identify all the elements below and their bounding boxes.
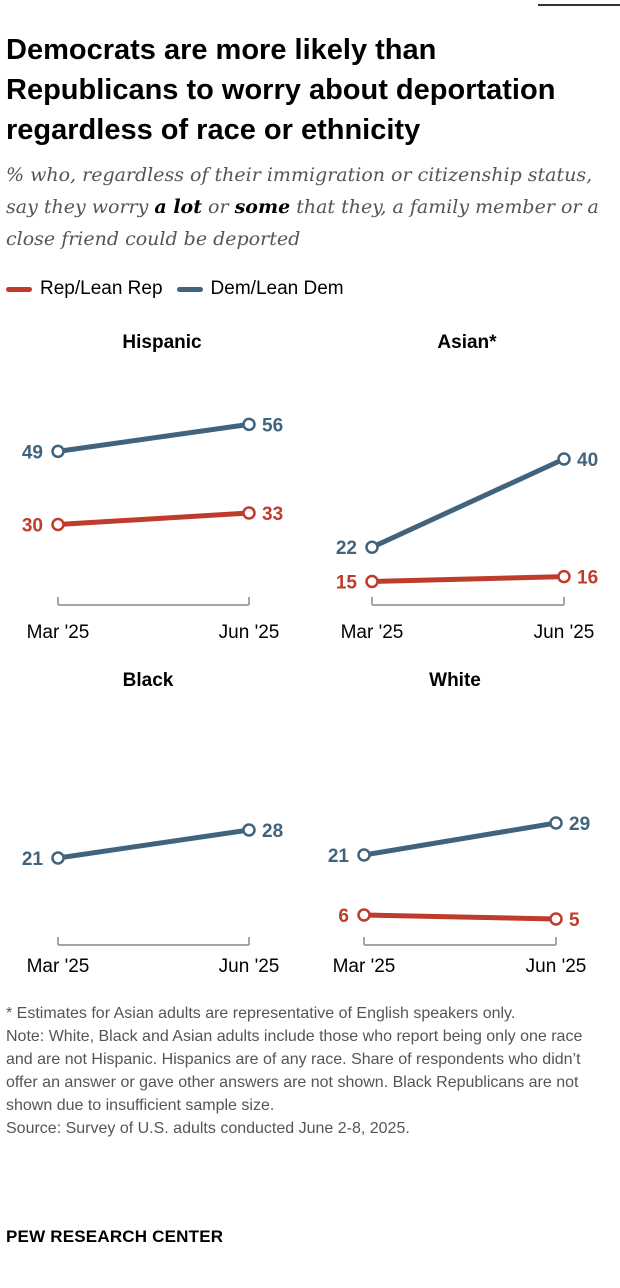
data-point-white-rep-1	[549, 912, 563, 926]
data-label-black-dem-1: 28	[262, 821, 283, 842]
data-label-white-dem-1: 29	[569, 814, 590, 835]
panel-title-black: Black	[123, 670, 174, 691]
series-line-white-dem	[361, 820, 559, 858]
x-tick-label-asian-0: Mar '25	[341, 622, 404, 643]
data-label-white-rep-0: 6	[338, 906, 349, 927]
data-point-asian-rep-0	[365, 574, 379, 589]
subtitle-text-3: that they, a family member or a close fr…	[6, 196, 599, 250]
subtitle-text-1: % who, regardless of their immigration o…	[6, 164, 593, 218]
legend-item-dem: Dem/Lean Dem	[176, 278, 344, 300]
pew-logo-text: PEW RESEARCH CENTER	[6, 1227, 224, 1246]
data-label-asian-rep-0: 15	[336, 573, 358, 594]
data-label-hispanic-rep-0: 30	[22, 516, 43, 537]
x-tick-label-white-1: Jun '25	[526, 956, 587, 977]
x-tick-label-black-0: Mar '25	[27, 956, 90, 977]
data-point-white-dem-1	[549, 816, 563, 830]
x-tick-label-hispanic-0: Mar '25	[27, 622, 90, 643]
data-point-hispanic-rep-0	[51, 517, 65, 532]
subtitle-bold-2: some	[234, 196, 291, 218]
legend-swatch-dem	[176, 286, 203, 292]
legend: Rep/Lean Rep Dem/Lean Dem	[6, 276, 358, 302]
data-label-asian-dem-1: 40	[577, 450, 598, 471]
chart-subtitle: % who, regardless of their immigration o…	[6, 159, 611, 255]
x-tick-label-white-0: Mar '25	[333, 956, 396, 977]
data-label-hispanic-dem-0: 49	[22, 442, 43, 463]
data-label-white-dem-0: 21	[328, 846, 350, 867]
data-point-white-dem-0	[357, 848, 371, 862]
chart-notes: * Estimates for Asian adults are represe…	[6, 1002, 611, 1140]
data-label-hispanic-dem-1: 56	[262, 415, 283, 436]
data-point-black-dem-0	[51, 851, 65, 865]
legend-item-rep: Rep/Lean Rep	[6, 278, 163, 300]
series-line-asian-rep	[369, 574, 567, 584]
series-line-white-rep	[361, 912, 559, 922]
data-label-white-rep-1: 5	[569, 910, 580, 931]
data-label-hispanic-rep-1: 33	[262, 504, 283, 525]
subtitle-bold-1: a lot	[154, 196, 202, 218]
data-label-asian-dem-0: 22	[336, 538, 357, 559]
data-point-white-rep-0	[357, 908, 371, 922]
data-point-hispanic-rep-1	[242, 506, 256, 520]
top-rule	[538, 4, 620, 6]
data-point-hispanic-dem-0	[51, 444, 65, 459]
panel-title-white: White	[429, 670, 481, 691]
data-label-black-dem-0: 21	[22, 849, 44, 870]
data-point-black-dem-1	[242, 823, 256, 837]
asterisk-note: * Estimates for Asian adults are represe…	[6, 1005, 516, 1022]
series-line-hispanic-rep	[55, 510, 252, 527]
data-point-hispanic-dem-1	[242, 417, 256, 432]
data-point-asian-dem-0	[365, 540, 379, 554]
data-label-asian-rep-1: 16	[577, 568, 598, 589]
data-point-asian-dem-1	[557, 452, 571, 466]
source-note: Source: Survey of U.S. adults conducted …	[6, 1120, 410, 1137]
panel-title-asian: Asian*	[437, 332, 497, 353]
subtitle-text-2: or	[201, 196, 235, 218]
method-note: Note: White, Black and Asian adults incl…	[6, 1028, 583, 1114]
chart-title: Democrats are more likely than Republica…	[6, 34, 556, 146]
x-tick-label-hispanic-1: Jun '25	[219, 622, 280, 643]
legend-label-rep: Rep/Lean Rep	[40, 278, 163, 299]
x-tick-label-black-1: Jun '25	[219, 956, 280, 977]
data-point-asian-rep-1	[557, 569, 571, 584]
legend-label-dem: Dem/Lean Dem	[210, 278, 344, 299]
legend-swatch-rep	[6, 286, 32, 292]
series-line-black-dem	[55, 827, 252, 861]
x-tick-label-asian-1: Jun '25	[534, 622, 595, 643]
series-line-asian-dem	[369, 456, 567, 550]
panel-title-hispanic: Hispanic	[122, 332, 202, 353]
series-line-hispanic-dem	[55, 421, 252, 454]
